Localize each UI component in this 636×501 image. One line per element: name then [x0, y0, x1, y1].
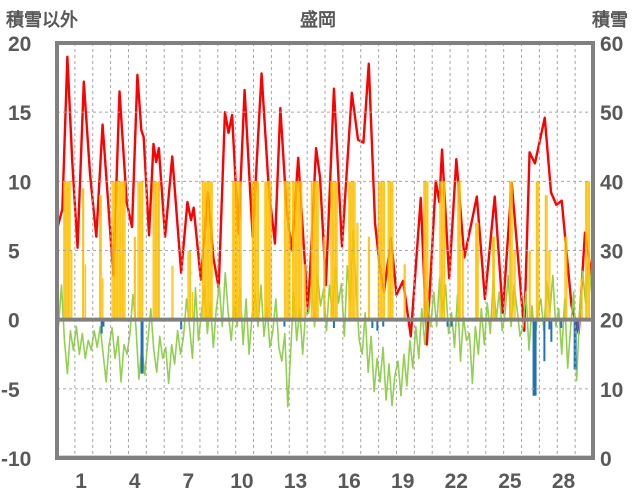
right-axis-tick: 0 — [600, 448, 612, 471]
x-axis-tick: 25 — [498, 470, 522, 493]
right-axis-tick: 20 — [600, 310, 623, 333]
left-axis-title: 積雪以外 — [6, 10, 78, 30]
left-axis-tick: 15 — [8, 102, 32, 125]
x-axis-tick: 28 — [552, 470, 576, 493]
x-axis-tick: 1 — [75, 470, 87, 493]
x-axis-tick: 13 — [284, 470, 307, 493]
right-axis-tick: 40 — [600, 171, 623, 194]
x-axis-tick: 10 — [230, 470, 253, 493]
right-axis-title: 積雪 — [592, 10, 628, 30]
left-axis-tick: 0 — [8, 310, 20, 333]
right-axis-tick: 10 — [600, 379, 623, 402]
left-axis-tick: -10 — [1, 448, 31, 471]
x-axis-tick: 16 — [337, 470, 360, 493]
left-axis-tick: 10 — [8, 171, 31, 194]
x-axis-tick: 19 — [391, 470, 414, 493]
right-axis-tick: 30 — [600, 241, 623, 264]
x-axis-tick: 4 — [129, 470, 141, 493]
x-axis-tick: 22 — [445, 470, 468, 493]
left-axis-tick: 5 — [8, 241, 20, 264]
red-line — [57, 55, 593, 346]
blue-bars — [100, 319, 579, 396]
x-axis-tick: 7 — [182, 470, 194, 493]
left-axis-tick: 20 — [8, 33, 31, 56]
right-axis-tick: 50 — [600, 102, 623, 125]
left-axis-tick: -5 — [1, 379, 20, 402]
right-axis-tick: 60 — [600, 33, 623, 56]
chart-title: 盛岡 — [300, 10, 336, 30]
plot-frame — [55, 41, 595, 460]
